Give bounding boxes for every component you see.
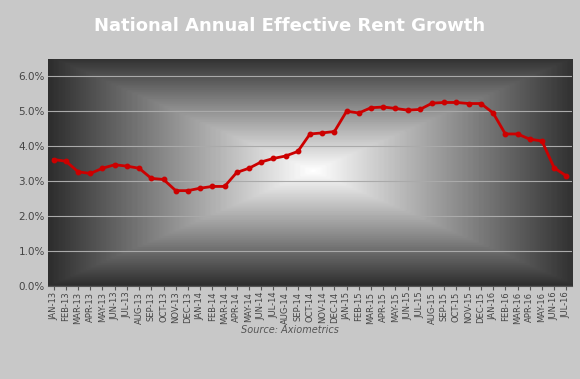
Text: National Annual Effective Rent Growth: National Annual Effective Rent Growth xyxy=(95,17,485,34)
Text: Source: Axiometrics: Source: Axiometrics xyxy=(241,325,339,335)
